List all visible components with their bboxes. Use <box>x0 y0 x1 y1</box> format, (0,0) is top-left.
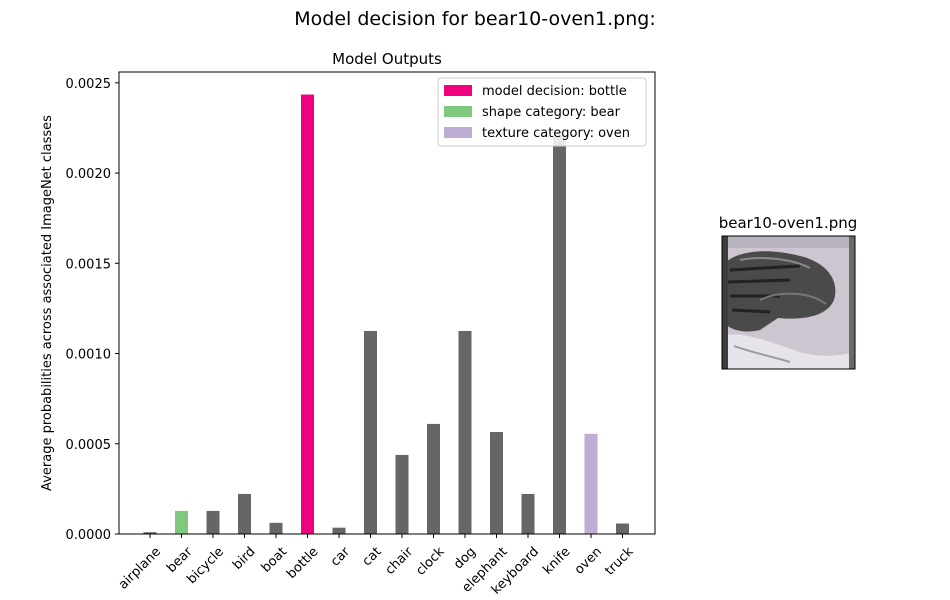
bar-airplane <box>143 532 157 534</box>
bar-keyboard <box>521 493 535 534</box>
legend-swatch-decision <box>444 85 472 96</box>
bar-bird <box>238 493 251 534</box>
bar-cat <box>364 330 377 534</box>
y-tick-label: 0.0010 <box>66 348 112 363</box>
x-tick-label: oven <box>572 544 605 577</box>
bar-knife <box>553 136 566 534</box>
axes-title: Model Outputs <box>332 50 442 68</box>
figure-title: Model decision for bear10-oven1.png: <box>294 8 656 30</box>
x-tick-label: cat <box>360 544 385 569</box>
x-tick-label: chair <box>383 544 417 578</box>
legend-label-texture: texture category: oven <box>482 126 630 141</box>
bar-clock <box>427 423 440 534</box>
y-tick-label: 0.0015 <box>66 257 112 272</box>
legend-swatch-shape <box>444 106 472 117</box>
y-tick-label: 0.0005 <box>66 438 112 453</box>
x-tick-label: airplane <box>116 544 164 592</box>
bar-dog <box>458 330 472 534</box>
x-tick-label: clock <box>413 544 448 579</box>
x-tick-label: bottle <box>284 544 321 581</box>
legend: model decision: bottle shape category: be… <box>437 77 647 147</box>
bar-truck <box>616 523 629 534</box>
y-axis-label: Average probabilities across associated … <box>40 115 55 491</box>
y-ticks: 0.0000 0.0005 0.0010 0.0015 0.0020 0.0025 <box>66 77 119 543</box>
axes-frame <box>118 71 656 535</box>
stylized-bear-oven-thumbnail <box>721 235 856 370</box>
bar-car <box>332 527 346 534</box>
y-tick-label: 0.0025 <box>66 77 112 92</box>
x-tick-label: knife <box>540 544 573 577</box>
legend-swatch-texture <box>444 127 472 138</box>
bar-elephant <box>490 432 503 534</box>
bar-boat <box>269 522 283 534</box>
y-tick-label: 0.0000 <box>66 528 112 543</box>
legend-label-shape: shape category: bear <box>482 105 621 120</box>
bar-bottle <box>301 94 314 534</box>
legend-box <box>437 77 647 147</box>
bars-group <box>143 94 629 534</box>
x-tick-label: bird <box>230 544 258 572</box>
bar-chair <box>395 454 409 534</box>
bar-bicycle <box>206 510 220 534</box>
x-tick-label: car <box>328 544 354 570</box>
image-title: bear10-oven1.png <box>719 214 858 232</box>
bar-oven <box>584 433 598 534</box>
x-tick-label: truck <box>602 544 637 579</box>
legend-label-decision: model decision: bottle <box>482 84 627 99</box>
bar-bear <box>175 510 188 534</box>
y-tick-label: 0.0020 <box>66 167 112 182</box>
